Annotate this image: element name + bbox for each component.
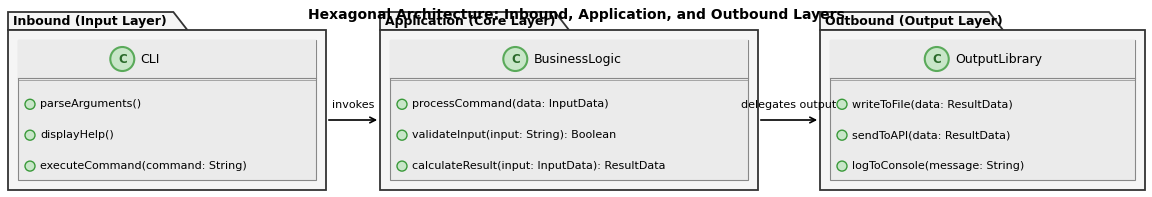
- Text: OutputLibrary: OutputLibrary: [955, 52, 1041, 65]
- Circle shape: [397, 130, 407, 140]
- Polygon shape: [380, 12, 569, 30]
- Text: C: C: [932, 52, 941, 65]
- Circle shape: [25, 130, 35, 140]
- Text: invokes: invokes: [332, 100, 374, 110]
- Circle shape: [838, 130, 847, 140]
- Text: Outbound (Output Layer): Outbound (Output Layer): [825, 15, 1002, 28]
- Text: displayHelp(): displayHelp(): [40, 130, 114, 140]
- Text: sendToAPI(data: ResultData): sendToAPI(data: ResultData): [852, 130, 1010, 140]
- Text: C: C: [511, 52, 520, 65]
- Text: logToConsole(message: String): logToConsole(message: String): [852, 161, 1024, 171]
- Circle shape: [25, 99, 35, 109]
- Text: CLI: CLI: [141, 52, 160, 65]
- Text: writeToFile(data: ResultData): writeToFile(data: ResultData): [852, 99, 1013, 109]
- Text: parseArguments(): parseArguments(): [40, 99, 142, 109]
- Text: validateInput(input: String): Boolean: validateInput(input: String): Boolean: [412, 130, 616, 140]
- Text: Application (Core Layer): Application (Core Layer): [385, 15, 555, 28]
- Circle shape: [838, 99, 847, 109]
- FancyBboxPatch shape: [380, 30, 758, 190]
- Circle shape: [838, 161, 847, 171]
- Text: processCommand(data: InputData): processCommand(data: InputData): [412, 99, 608, 109]
- Circle shape: [25, 161, 35, 171]
- Circle shape: [397, 161, 407, 171]
- Text: Hexagonal Architecture: Inbound, Application, and Outbound Layers: Hexagonal Architecture: Inbound, Applica…: [308, 8, 844, 22]
- FancyBboxPatch shape: [8, 30, 326, 190]
- FancyBboxPatch shape: [829, 40, 1135, 180]
- FancyBboxPatch shape: [829, 40, 1135, 78]
- Text: calculateResult(input: InputData): ResultData: calculateResult(input: InputData): Resul…: [412, 161, 666, 171]
- FancyBboxPatch shape: [391, 40, 748, 180]
- Circle shape: [111, 47, 135, 71]
- Text: executeCommand(command: String): executeCommand(command: String): [40, 161, 247, 171]
- FancyBboxPatch shape: [18, 40, 316, 78]
- Text: C: C: [118, 52, 127, 65]
- Text: delegates output: delegates output: [742, 100, 836, 110]
- Circle shape: [503, 47, 528, 71]
- Circle shape: [925, 47, 949, 71]
- Text: Inbound (Input Layer): Inbound (Input Layer): [13, 15, 167, 28]
- FancyBboxPatch shape: [391, 40, 748, 78]
- Text: BusinessLogic: BusinessLogic: [533, 52, 621, 65]
- FancyBboxPatch shape: [18, 40, 316, 180]
- Polygon shape: [8, 12, 188, 30]
- FancyBboxPatch shape: [820, 30, 1145, 190]
- Polygon shape: [820, 12, 1003, 30]
- Circle shape: [397, 99, 407, 109]
